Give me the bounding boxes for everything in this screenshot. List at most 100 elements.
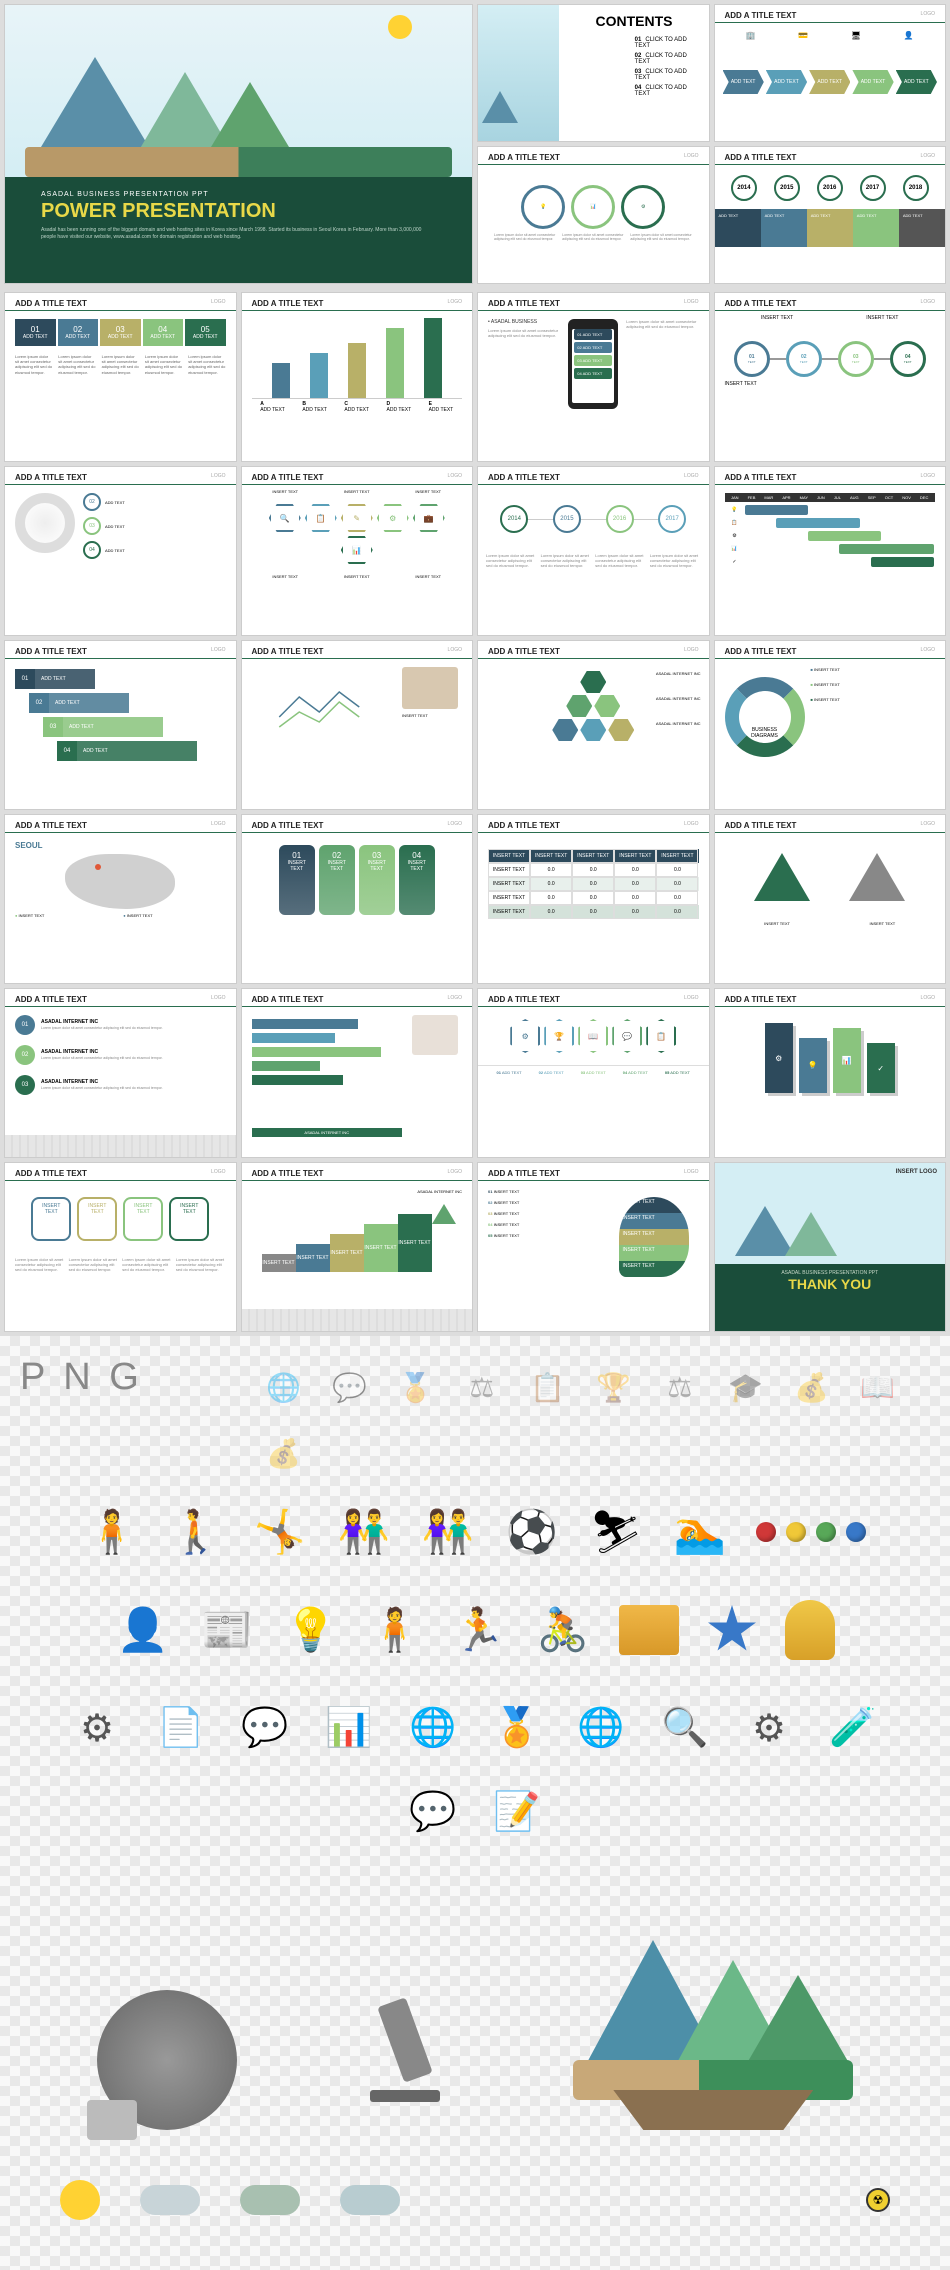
hbar-row (252, 1061, 405, 1071)
stagger-item: 03ADD TEXT (43, 717, 226, 737)
bottom-label: 02 ADD TEXT (539, 1070, 564, 1075)
th: INSERT TEXT (614, 849, 656, 863)
star-icon (707, 1605, 757, 1655)
hbar-row (252, 1033, 405, 1043)
gray-icon: 💬 (237, 1700, 293, 1756)
mountain-shape (205, 82, 295, 157)
feature-icon: 💳 (798, 31, 808, 40)
slide-title: ADD A TITLE TEXT (725, 299, 797, 308)
caption-text: Lorem ipsum dolor sit amet consectetur a… (494, 233, 556, 241)
month-label: MAR (764, 495, 773, 500)
slide-grid: ADD A TITLE TEXT LOGO 01ADD TEXT02ADD TEX… (0, 288, 950, 1336)
mountain-shape (785, 1212, 837, 1256)
caption-text: INSERT TEXT (869, 921, 895, 926)
arrow-chevron: ADD TEXT (766, 70, 807, 94)
stair-step: INSERT TEXT (398, 1214, 432, 1272)
globe-money-icon (97, 1990, 237, 2130)
body-text: Lorem ipsum dolor sit amet consectetur a… (145, 354, 182, 375)
fold-card: 03INSERT TEXT (359, 845, 395, 915)
solid-icons-row: 🧍🚶🤸👫👫⚽⛷🏊 (20, 1484, 930, 1580)
year-circle: 2015 (774, 175, 800, 201)
col3d-slide: ADD A TITLE TEXTLOGO ⚙💡📊✓ (714, 988, 947, 1158)
hex-labels: INSERT TEXTINSERT TEXTINSERT TEXT (242, 485, 473, 494)
legend-text: INSERT TEXT (814, 697, 840, 702)
slide-logo: LOGO (448, 1169, 462, 1178)
hexflat: 🏆 (544, 1019, 574, 1053)
legend-text: INSERT TEXT (814, 682, 840, 687)
slide-logo: LOGO (684, 299, 698, 308)
milestone: 2015 (553, 505, 581, 533)
weather-icons-row: ☢ (20, 2170, 930, 2250)
slide-logo: LOGO (684, 995, 698, 1004)
phone-slide: ADD A TITLE TEXTLOGO • ASADAL BUSINESS L… (477, 292, 710, 462)
slide-title: ADD A TITLE TEXT (252, 821, 324, 830)
chain-circle: 04TEXT (890, 341, 926, 377)
slide-title: ADD A TITLE TEXT (252, 995, 324, 1004)
ground-shape (25, 147, 452, 177)
slide-title: ADD A TITLE TEXT (725, 473, 797, 482)
milestone: 2014 (500, 505, 528, 533)
hbar-row (252, 1047, 405, 1057)
chain-circle: 03TEXT (838, 341, 874, 377)
numbered-list: 01 INSERT TEXT02 INSERT TEXT03 INSERT TE… (488, 1189, 613, 1321)
pyramid-hex (594, 695, 620, 717)
footer-label: ASADAL INTERNET INC (252, 1128, 403, 1137)
slide-title: ADD A TITLE TEXT (15, 473, 87, 482)
month-label: JUN (817, 495, 825, 500)
label-text: ASADAL INTERNET INC (656, 721, 701, 726)
cityscape-decor (5, 1135, 236, 1157)
caption-text: Lorem ipsum dolor sit amet consectetur a… (541, 553, 592, 568)
arrow-chevron: ADD TEXT (852, 70, 893, 94)
mountain-shape (482, 91, 518, 123)
bottom-label: 04 ADD TEXT (623, 1070, 648, 1075)
pin-icon (846, 1522, 866, 1542)
stair-step: INSERT TEXT (330, 1234, 364, 1272)
phone-row: 04 ADD TEXT (574, 368, 612, 379)
slide-logo: LOGO (921, 995, 935, 1004)
th: INSERT TEXT (488, 849, 530, 863)
underground-shape (613, 2090, 813, 2130)
caption-text: Lorem ipsum dolor sit amet consectetur a… (69, 1257, 119, 1272)
hexflat: 💬 (612, 1019, 642, 1053)
bar-labels: AADD TEXTBADD TEXTCADD TEXTDADD TEXTEADD… (252, 401, 463, 413)
slide-logo: LOGO (448, 821, 462, 830)
hexagon: ⚙ (377, 504, 409, 532)
map-title: SEOUL (15, 841, 226, 850)
phone-row: 01 ADD TEXT (574, 329, 612, 340)
pictogram-icon: 🧍 (84, 1504, 140, 1560)
fold-card: 01INSERT TEXT (279, 845, 315, 915)
column3d: ⚙ (765, 1023, 793, 1093)
chain-link (770, 358, 786, 360)
hexflat-row: ⚙🏆📖💬📋 (478, 1007, 709, 1065)
list-item: 03ASADAL INTERNET INCLorem ipsum dolor s… (15, 1075, 226, 1095)
slide-title: ADD A TITLE TEXT (252, 473, 324, 482)
chain-link (874, 358, 890, 360)
caption-text: Lorem ipsum dolor sit amet consectetur a… (176, 1257, 226, 1272)
hero-subtitle: ASADAL BUSINESS PRESENTATION PPT (41, 191, 436, 198)
timeline-box: ADD TEXT (899, 209, 945, 247)
slide-logo: LOGO (684, 473, 698, 482)
hero-title: POWER PRESENTATION (41, 200, 436, 223)
slide-logo: LOGO (684, 647, 698, 656)
slide-logo: LOGO (684, 153, 698, 162)
gantt-row: 💡 (725, 505, 936, 515)
seoul-slide: ADD A TITLE TEXTLOGO SEOUL ● INSERT TEXT… (4, 814, 237, 984)
num-boxes: 01ADD TEXT02ADD TEXT03ADD TEXT04ADD TEXT… (15, 319, 226, 346)
pictogram-icon: 👫 (420, 1504, 476, 1560)
fold-card: 04INSERT TEXT (399, 845, 435, 915)
triangle-shape (754, 853, 810, 901)
hexagon: 📊 (341, 536, 373, 564)
head-silhouette: INSERT TEXTINSERT TEXTINSERT TEXTINSERT … (619, 1197, 699, 1287)
linechart-slide: ADD A TITLE TEXTLOGO INSERT TEXT (241, 640, 474, 810)
timeline-boxes: ADD TEXTADD TEXTADD TEXTADD TEXTADD TEXT (715, 209, 946, 247)
outline-icon: 🏅 (395, 1366, 437, 1408)
thanks-title: THANK YOU (715, 1276, 946, 1292)
sun-icon (60, 2180, 100, 2220)
gray-icon: 📊 (321, 1700, 377, 1756)
column3d: ✓ (867, 1043, 895, 1093)
pyramid-row (580, 671, 606, 693)
numboxes-slide: ADD A TITLE TEXTLOGO 01ADD TEXT02ADD TEX… (4, 292, 237, 462)
list-heading: • ASADAL BUSINESS (488, 319, 560, 325)
contents-item: 02CLICK TO ADD TEXT (635, 53, 703, 65)
slide-title: ADD A TITLE TEXT (252, 1169, 324, 1178)
